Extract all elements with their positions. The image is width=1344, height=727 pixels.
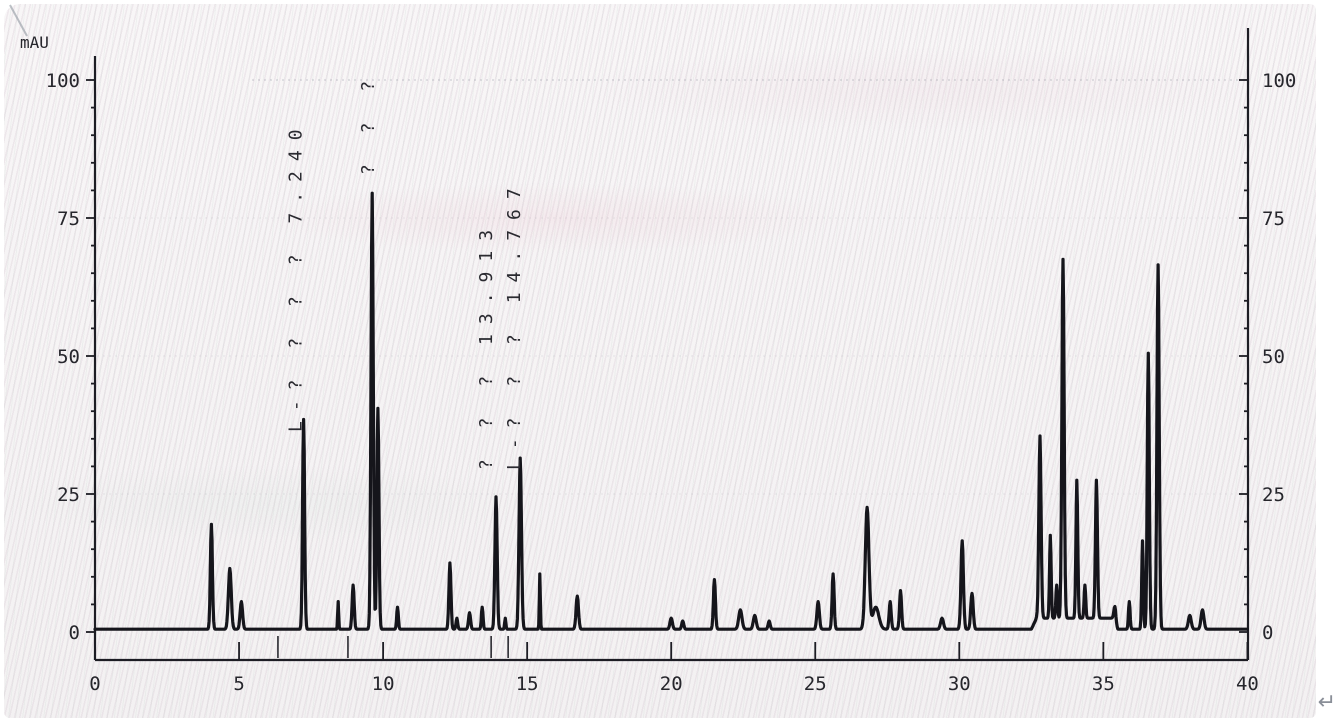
x-tick-label: 25 (804, 673, 827, 695)
chart-generated-layer: 0 0 25 25 50 50 75 75 100 100 0 5 10 15 20 25 30 35 40 L-? … (46, 28, 1296, 695)
y-tick-label-left: 75 (57, 208, 80, 230)
y-tick-label-left: 25 (57, 484, 80, 506)
y-tick-label-right: 75 (1262, 208, 1285, 230)
x-tick-label: 10 (372, 673, 395, 695)
chromatogram-scan (4, 4, 1316, 718)
x-tick-label: 30 (948, 673, 971, 695)
x-tick-label: 40 (1236, 673, 1259, 695)
peak-label: L-? ? ? 14.767 (504, 178, 525, 470)
y-tick-label-left: 50 (57, 346, 80, 368)
x-tick-label: 15 (516, 673, 539, 695)
x-tick-label: 5 (233, 673, 244, 695)
y-tick-label-left: 0 (69, 622, 80, 644)
y-tick-label-right: 100 (1262, 70, 1296, 92)
y-tick-label-left: 100 (46, 70, 80, 92)
peak-label: L-? ? ? ? 7.240 (286, 119, 307, 432)
y-tick-label-right: 25 (1262, 484, 1285, 506)
y-axis-unit-label: mAU (20, 33, 49, 52)
x-tick-label: 35 (1092, 673, 1115, 695)
y-tick-label-right: 0 (1262, 622, 1273, 644)
peak-label: ? ? ? (358, 71, 379, 175)
x-tick-label: 0 (89, 673, 100, 695)
x-tick-label: 20 (660, 673, 683, 695)
peak-label: ? ? ? 13.913 (476, 220, 497, 470)
trace-path (93, 191, 1250, 631)
y-tick-label-right: 50 (1262, 346, 1285, 368)
corner-artifact (9, 4, 28, 37)
paragraph-return-mark: ↵ (1317, 690, 1336, 715)
